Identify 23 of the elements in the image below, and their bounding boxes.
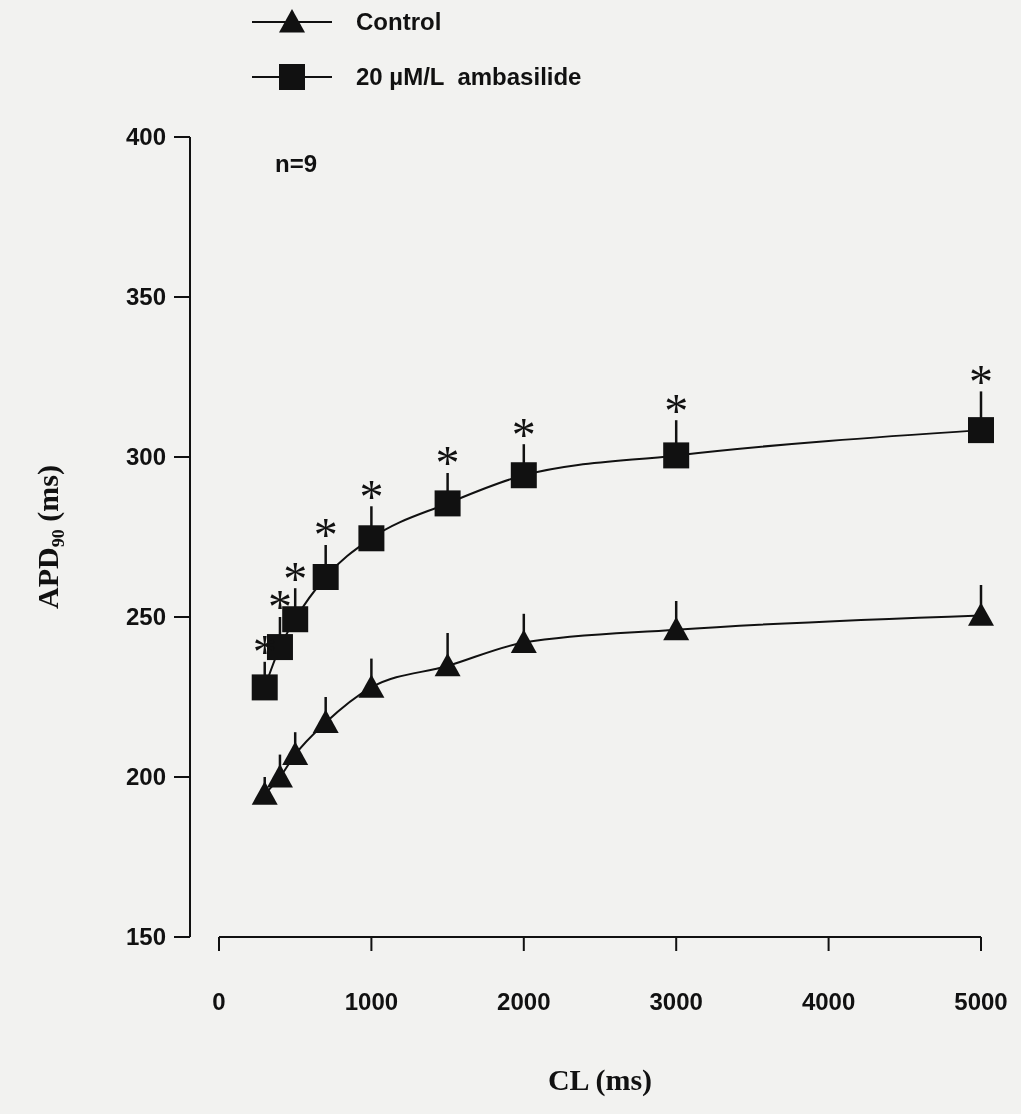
y-tick-label: 150 (125, 923, 166, 951)
legend-label: 20 µM/L ambasilide (356, 63, 582, 91)
x-tick-label: 3000 (649, 988, 703, 1015)
annotation: * (664, 383, 689, 437)
x-tick-label: 4000 (801, 988, 856, 1015)
y-tick-label: 250 (125, 603, 166, 631)
annotation: * (313, 508, 338, 562)
annotation: * (511, 407, 536, 461)
x-tick-label: 2000 (497, 988, 551, 1015)
annotation: * (359, 469, 384, 523)
y-tick-label: 350 (125, 283, 166, 311)
annotation: n=9 (275, 150, 318, 177)
annotation: * (435, 436, 460, 490)
y-tick-label: 300 (125, 443, 166, 471)
y-axis-title: APD₉₀ (ms) (31, 465, 65, 609)
x-tick-label: 5000 (954, 988, 1008, 1015)
legend-label: Control (356, 8, 442, 36)
x-axis-title: CL (ms) (547, 1063, 653, 1097)
y-tick-label: 200 (125, 763, 166, 791)
x-tick-label: 0 (212, 988, 226, 1015)
annotation: * (969, 354, 993, 408)
x-tick-label: 1000 (344, 988, 399, 1015)
y-tick-label: 400 (125, 123, 166, 151)
